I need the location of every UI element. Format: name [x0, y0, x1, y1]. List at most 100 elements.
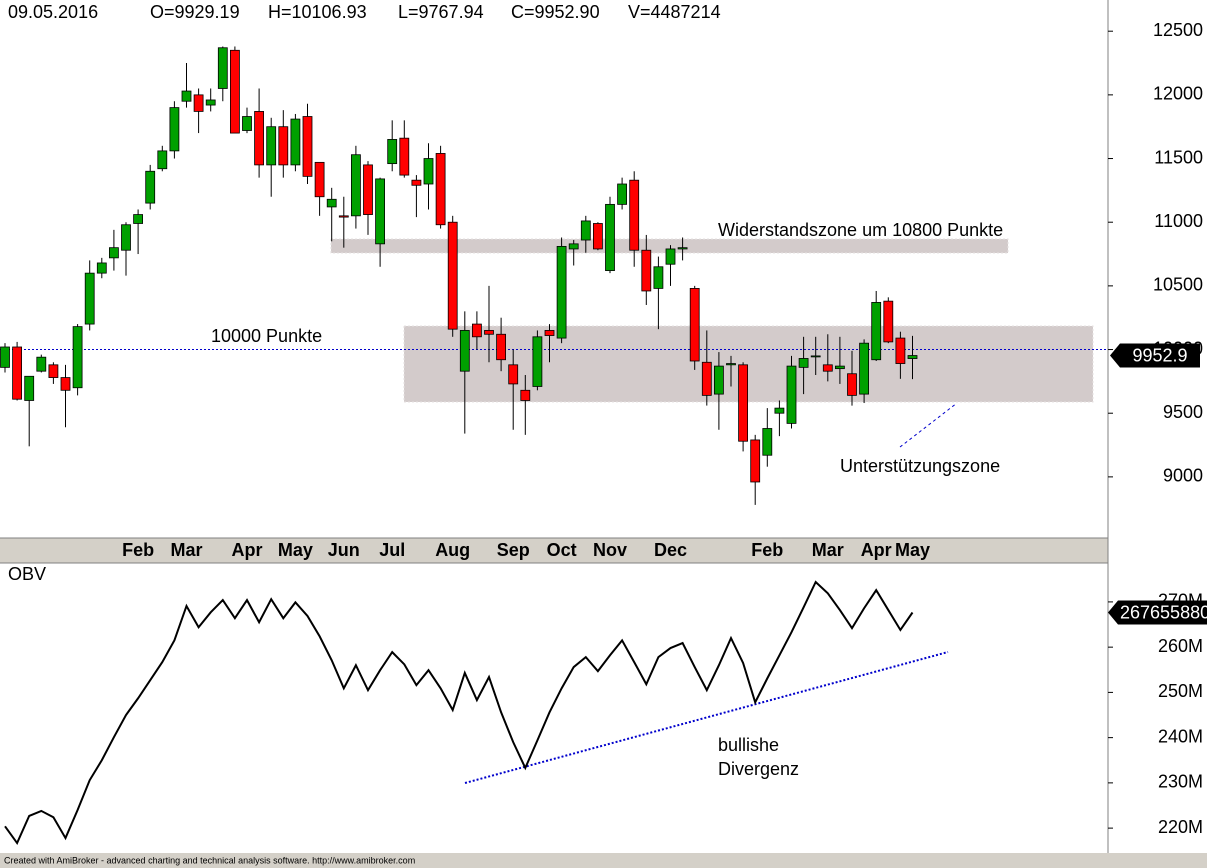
- header-text: 09.05.2016: [8, 2, 98, 22]
- y-tick-label: 12500: [1153, 20, 1203, 40]
- y-tick-label: 12000: [1153, 84, 1203, 104]
- annotation: bullishe: [718, 735, 779, 755]
- y-tick-label: 9000: [1163, 466, 1203, 486]
- candle-body: [157, 150, 168, 170]
- trend-line: [464, 651, 949, 784]
- x-tick-label: Sep: [497, 540, 530, 560]
- x-tick-label: Feb: [751, 540, 783, 560]
- candle-body: [278, 126, 289, 166]
- header-text: L=9767.94: [398, 2, 484, 22]
- x-tick-label: Mar: [812, 540, 844, 560]
- candle-body: [60, 377, 71, 391]
- candle-body: [883, 300, 894, 343]
- header-text: V=4487214: [628, 2, 721, 22]
- candle-body: [750, 439, 761, 483]
- candle-body: [484, 330, 494, 335]
- y-tick-label: 11500: [1154, 147, 1203, 167]
- candle-body: [822, 364, 833, 372]
- candle-body: [895, 337, 906, 364]
- candle-body: [423, 158, 434, 185]
- candle-body: [641, 249, 652, 292]
- candle-body: [290, 118, 301, 166]
- footer-band: [0, 853, 1207, 868]
- candle-body: [907, 355, 918, 359]
- x-tick-label: Feb: [122, 540, 154, 560]
- candle-body: [532, 336, 543, 387]
- candle-body: [350, 154, 361, 217]
- candle-body: [871, 302, 882, 361]
- candle-body: [847, 373, 857, 396]
- x-tick-label: Jul: [379, 540, 405, 560]
- candle-body: [665, 248, 676, 265]
- candle-body: [387, 139, 398, 165]
- candle-body: [689, 288, 700, 362]
- zone: [403, 325, 1094, 403]
- candle-body: [72, 326, 83, 389]
- candle-body: [229, 49, 240, 134]
- y-tick-label: 9500: [1163, 402, 1203, 422]
- candle-body: [508, 364, 519, 385]
- candle-body: [738, 364, 748, 442]
- y-tick-label: 250M: [1158, 681, 1203, 701]
- x-tick-label: May: [895, 540, 930, 560]
- candle-body: [520, 389, 531, 401]
- candle-body: [593, 223, 603, 250]
- candle-body: [314, 161, 325, 198]
- candle-body: [96, 262, 107, 274]
- candle-body: [133, 214, 144, 224]
- candle-body: [242, 116, 252, 131]
- candle-body: [24, 375, 35, 401]
- annotation: Divergenz: [718, 759, 799, 779]
- panel-title: OBV: [8, 564, 46, 584]
- x-tick-label: Apr: [861, 540, 892, 560]
- candle-body: [399, 137, 410, 176]
- candle-body: [266, 126, 277, 166]
- candle-body: [205, 99, 216, 106]
- candle-body: [411, 179, 422, 186]
- y-tick-label: 11000: [1154, 211, 1203, 231]
- candle-body: [714, 365, 724, 395]
- candle-body: [338, 215, 349, 218]
- candle-body: [326, 198, 337, 208]
- candle-body: [544, 330, 555, 336]
- candle-body: [629, 179, 640, 251]
- candle-body: [121, 224, 131, 251]
- header-text: O=9929.19: [150, 2, 240, 22]
- candle-body: [363, 164, 373, 215]
- candle-body: [36, 356, 47, 372]
- pointer-line: [899, 402, 958, 448]
- candle-body: [302, 116, 313, 177]
- candle-body: [798, 358, 809, 368]
- candle-body: [435, 153, 446, 226]
- candle-body: [254, 111, 265, 166]
- candle-body: [677, 247, 688, 250]
- candle-body: [145, 170, 156, 204]
- x-tick-label: Apr: [232, 540, 263, 560]
- candle-body: [726, 363, 736, 366]
- candle-body: [701, 361, 712, 396]
- candle-body: [653, 266, 664, 289]
- candle-body: [375, 178, 386, 245]
- candle-body: [181, 90, 192, 102]
- obv-line: [4, 580, 914, 846]
- header-text: C=9952.90: [511, 2, 600, 22]
- candle-body: [459, 330, 470, 372]
- value-tag: [1108, 600, 1207, 625]
- candle-body: [169, 107, 180, 152]
- x-tick-label: Dec: [654, 540, 687, 560]
- candle-body: [835, 365, 845, 370]
- candle-body: [774, 407, 785, 414]
- y-tick-label: 260M: [1158, 636, 1203, 656]
- annotation: Unterstützungszone: [840, 456, 1000, 476]
- annotation: Widerstandszone um 10800 Punkte: [718, 220, 1003, 240]
- candle-body: [48, 364, 59, 378]
- x-tick-label: Aug: [435, 540, 470, 560]
- value-tag-label: 267655880: [1120, 602, 1207, 622]
- date-axis-band: [0, 538, 1108, 563]
- candle-body: [859, 342, 869, 395]
- x-tick-label: May: [278, 540, 313, 560]
- value-tag: [1110, 343, 1200, 368]
- candle-body: [810, 355, 821, 358]
- y-tick-label: 230M: [1158, 772, 1203, 792]
